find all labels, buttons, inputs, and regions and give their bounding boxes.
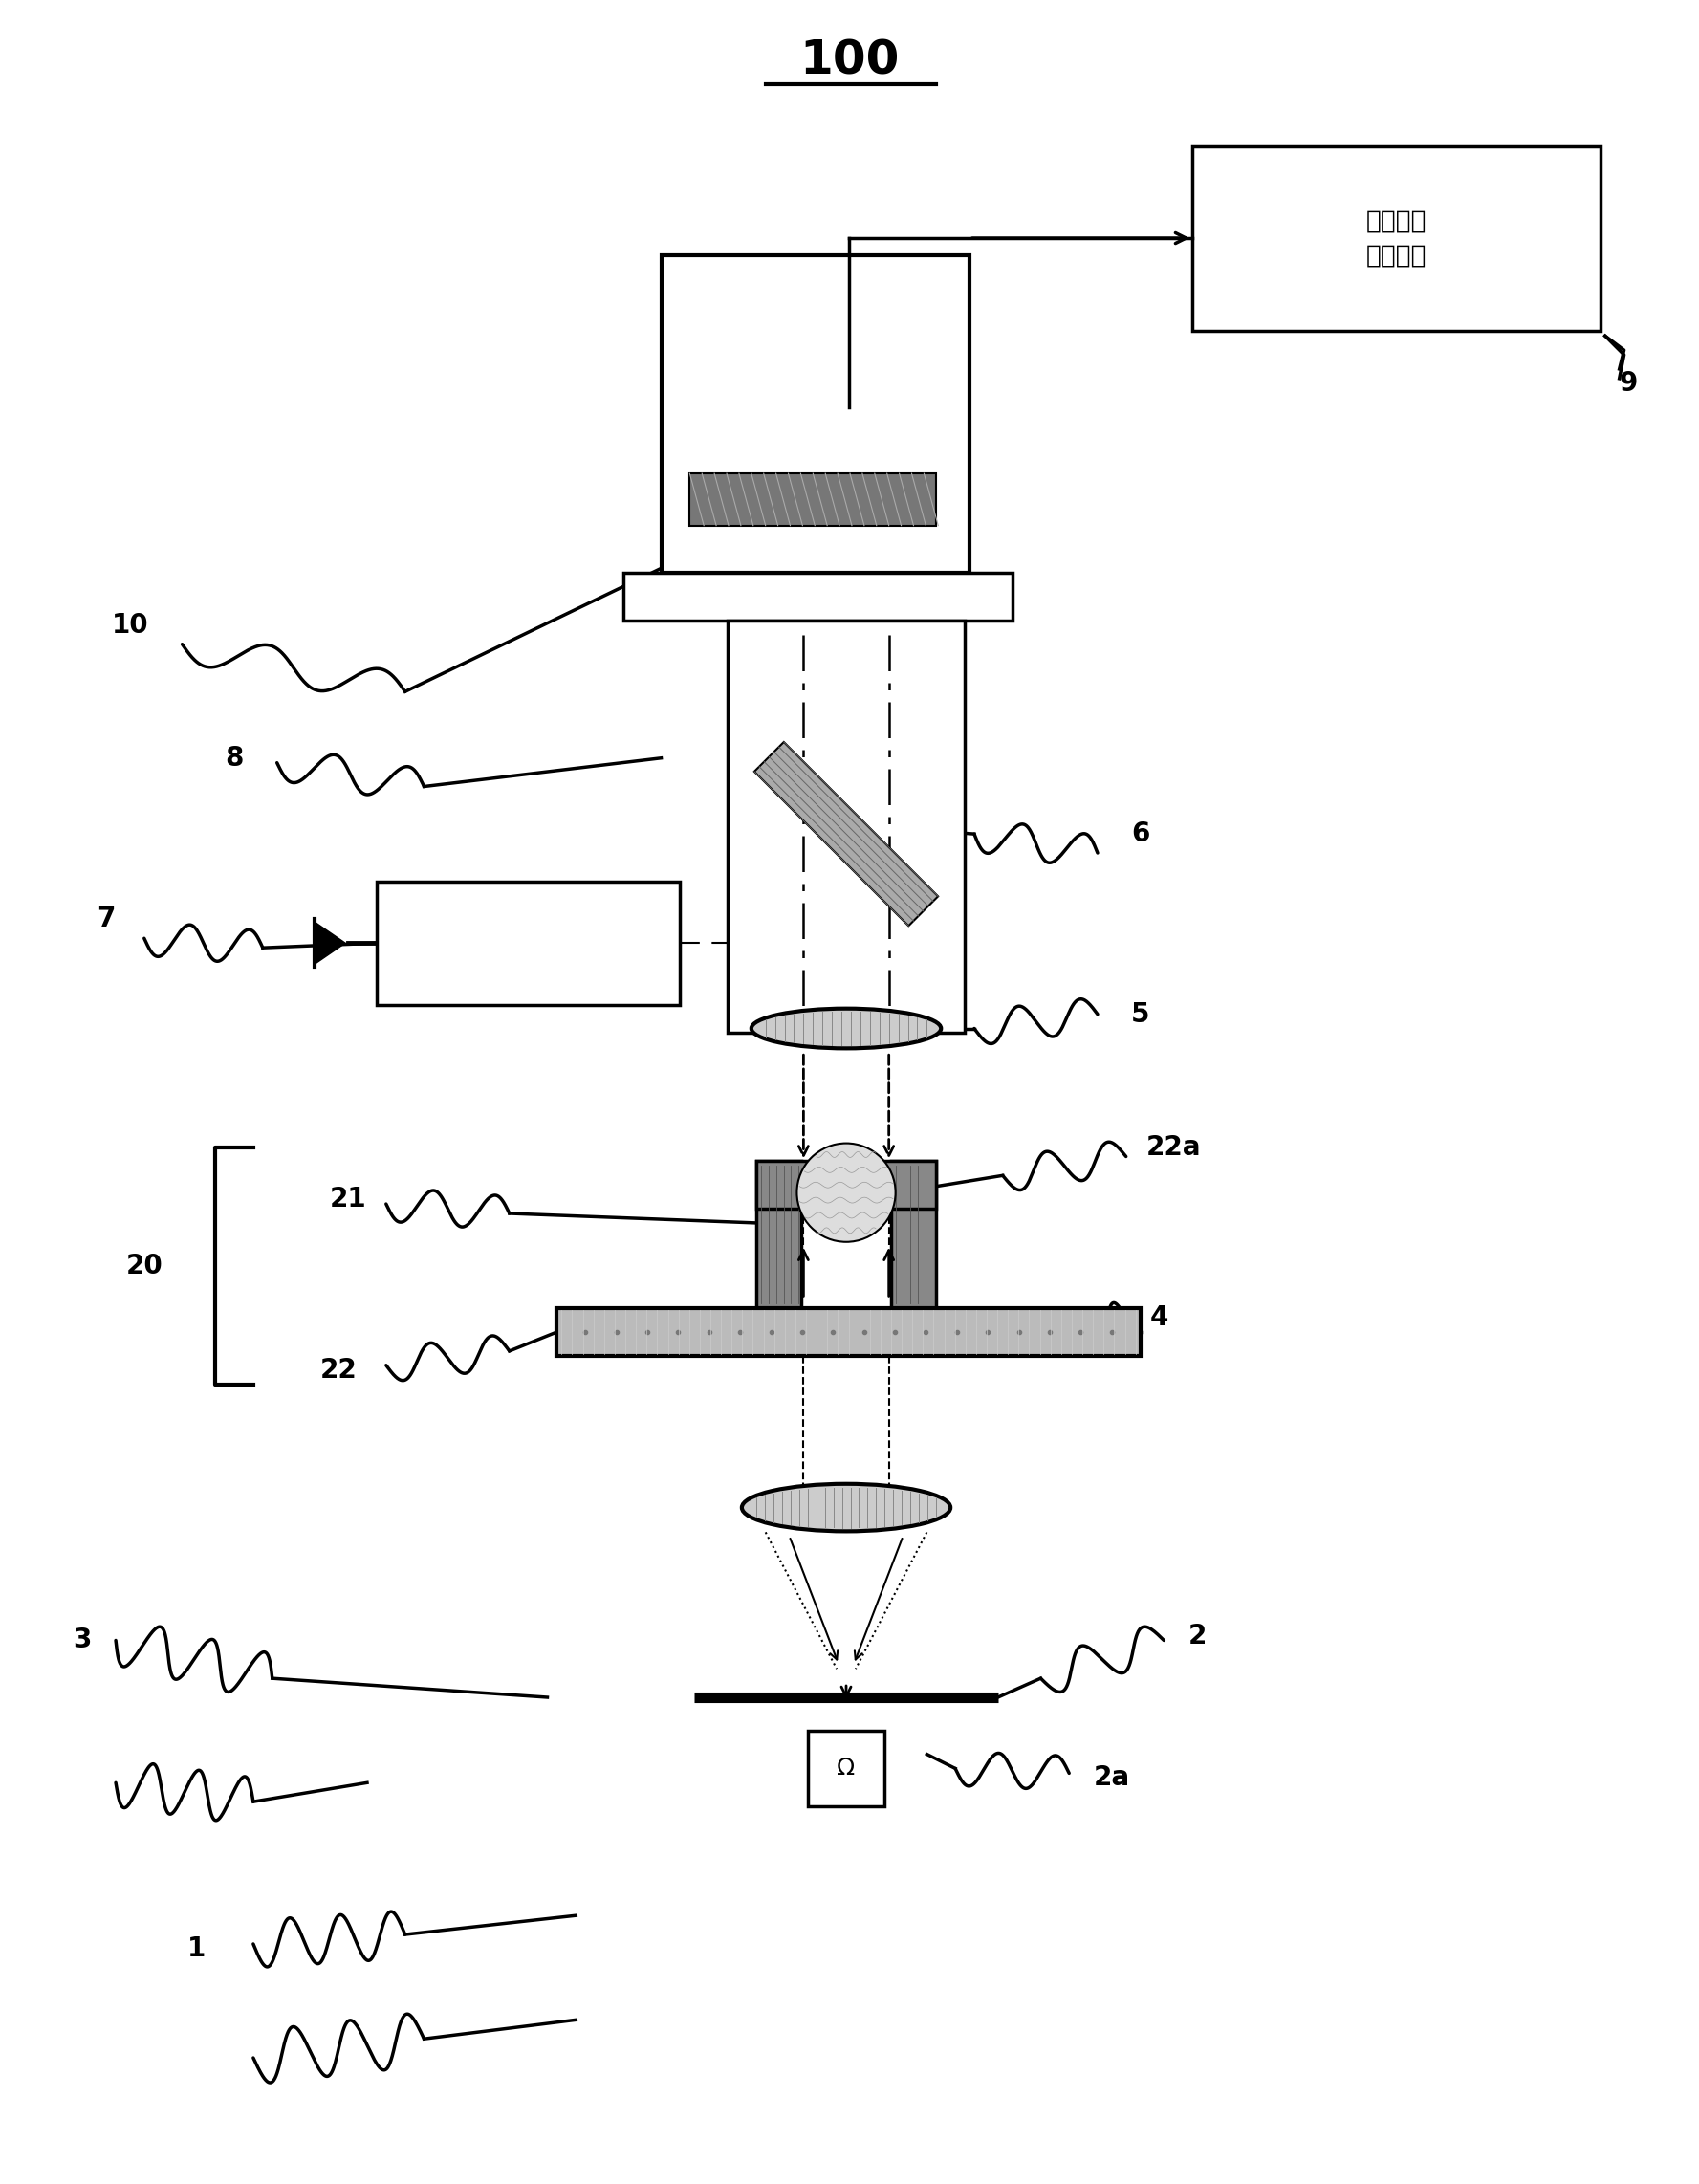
Text: 3: 3 (73, 1627, 92, 1653)
Bar (557, 1308, 1140, 1356)
Text: Ω: Ω (838, 1756, 855, 1780)
Bar (890, 1162, 936, 1308)
Text: 2: 2 (1188, 1623, 1206, 1649)
Text: 8: 8 (224, 745, 243, 771)
Ellipse shape (797, 1142, 895, 1243)
Bar (809, 1730, 883, 1806)
Text: 10: 10 (112, 612, 148, 638)
Text: 22: 22 (319, 1356, 357, 1382)
Ellipse shape (751, 1009, 941, 1048)
Bar (727, 620, 965, 1033)
Text: 22a: 22a (1145, 1133, 1201, 1160)
Bar (624, 572, 1013, 620)
Bar (377, 882, 680, 1005)
Text: 9: 9 (1619, 369, 1638, 397)
Text: 21: 21 (330, 1186, 367, 1212)
Text: 6: 6 (1132, 821, 1150, 847)
Text: 4: 4 (1150, 1304, 1169, 1332)
Text: 7: 7 (97, 906, 116, 933)
Text: 1: 1 (187, 1935, 206, 1961)
Bar (690, 474, 936, 526)
Ellipse shape (742, 1483, 950, 1531)
Bar (661, 256, 970, 572)
Bar (756, 1162, 936, 1208)
Polygon shape (314, 922, 345, 963)
Polygon shape (754, 743, 938, 926)
Text: 彩色图像
处理单元: 彩色图像 处理单元 (1366, 210, 1427, 269)
Bar (756, 1162, 802, 1308)
Text: 2a: 2a (1094, 1765, 1130, 1791)
Text: 20: 20 (126, 1251, 163, 1280)
Text: 5: 5 (1132, 1000, 1150, 1029)
Text: 100: 100 (799, 37, 899, 83)
Bar (1193, 146, 1600, 332)
